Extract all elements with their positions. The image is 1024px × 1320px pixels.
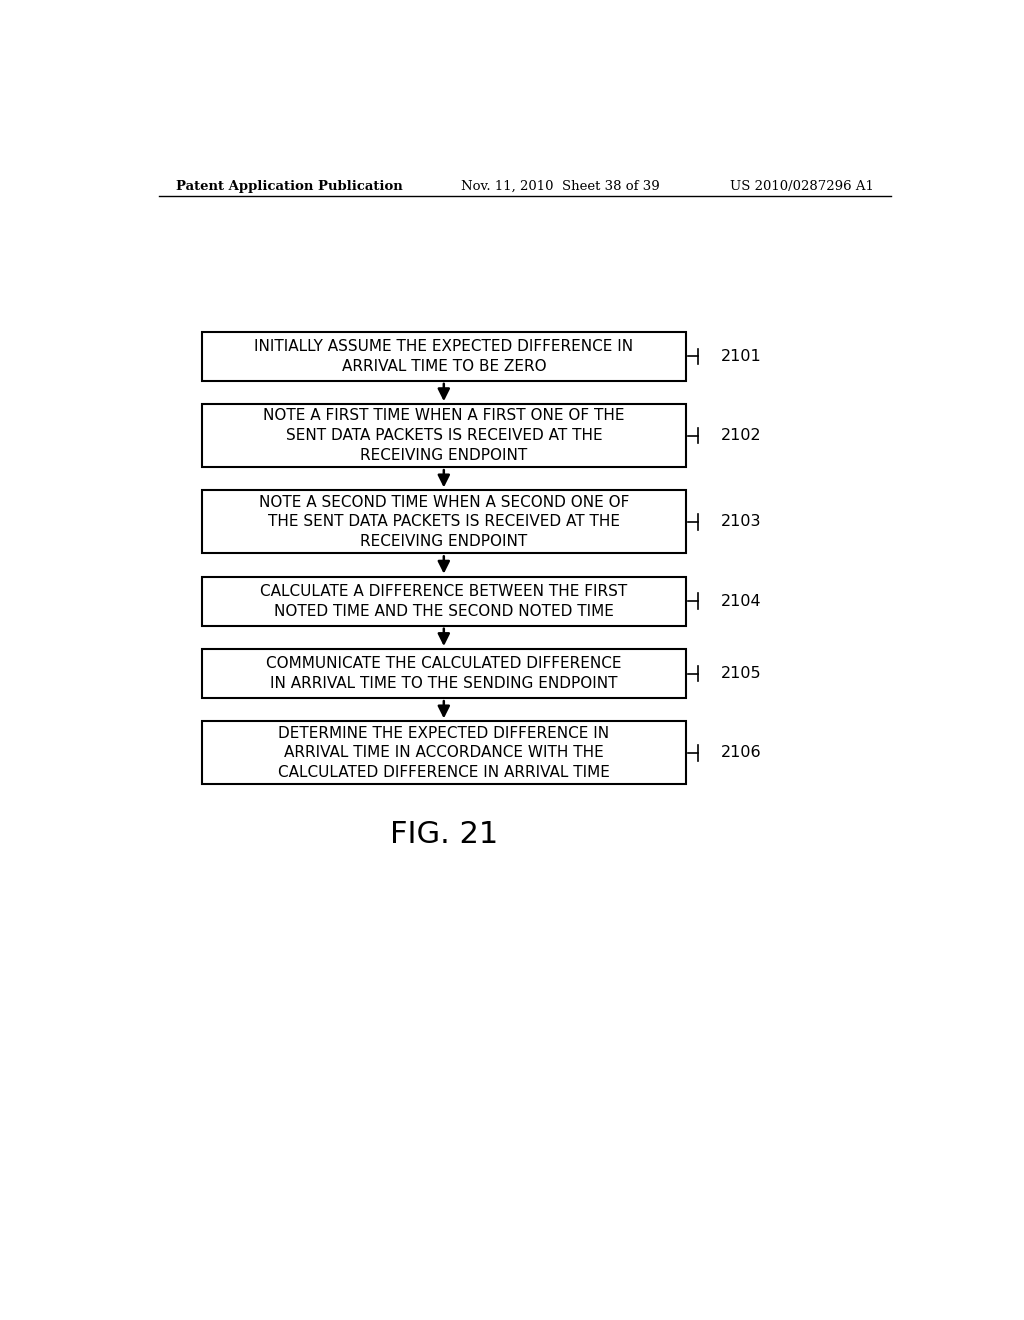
Bar bbox=[202, 404, 686, 467]
Text: US 2010/0287296 A1: US 2010/0287296 A1 bbox=[730, 180, 873, 193]
Text: FIG. 21: FIG. 21 bbox=[390, 820, 498, 849]
Bar bbox=[202, 649, 686, 698]
Text: DETERMINE THE EXPECTED DIFFERENCE IN
ARRIVAL TIME IN ACCORDANCE WITH THE
CALCULA: DETERMINE THE EXPECTED DIFFERENCE IN ARR… bbox=[278, 726, 609, 780]
Text: 2104: 2104 bbox=[721, 594, 762, 609]
Text: 2102: 2102 bbox=[721, 428, 762, 444]
Bar bbox=[202, 577, 686, 626]
Text: 2103: 2103 bbox=[721, 515, 762, 529]
Bar bbox=[202, 331, 686, 381]
Text: 2101: 2101 bbox=[721, 348, 762, 364]
Text: CALCULATE A DIFFERENCE BETWEEN THE FIRST
NOTED TIME AND THE SECOND NOTED TIME: CALCULATE A DIFFERENCE BETWEEN THE FIRST… bbox=[260, 583, 628, 619]
Text: COMMUNICATE THE CALCULATED DIFFERENCE
IN ARRIVAL TIME TO THE SENDING ENDPOINT: COMMUNICATE THE CALCULATED DIFFERENCE IN… bbox=[266, 656, 622, 690]
Bar bbox=[202, 490, 686, 553]
Text: 2106: 2106 bbox=[721, 746, 762, 760]
Text: NOTE A SECOND TIME WHEN A SECOND ONE OF
THE SENT DATA PACKETS IS RECEIVED AT THE: NOTE A SECOND TIME WHEN A SECOND ONE OF … bbox=[259, 495, 629, 549]
Text: INITIALLY ASSUME THE EXPECTED DIFFERENCE IN
ARRIVAL TIME TO BE ZERO: INITIALLY ASSUME THE EXPECTED DIFFERENCE… bbox=[254, 339, 634, 374]
Bar bbox=[202, 721, 686, 784]
Text: NOTE A FIRST TIME WHEN A FIRST ONE OF THE
SENT DATA PACKETS IS RECEIVED AT THE
R: NOTE A FIRST TIME WHEN A FIRST ONE OF TH… bbox=[263, 408, 625, 463]
Text: 2105: 2105 bbox=[721, 667, 762, 681]
Text: Nov. 11, 2010  Sheet 38 of 39: Nov. 11, 2010 Sheet 38 of 39 bbox=[461, 180, 660, 193]
Text: Patent Application Publication: Patent Application Publication bbox=[176, 180, 402, 193]
